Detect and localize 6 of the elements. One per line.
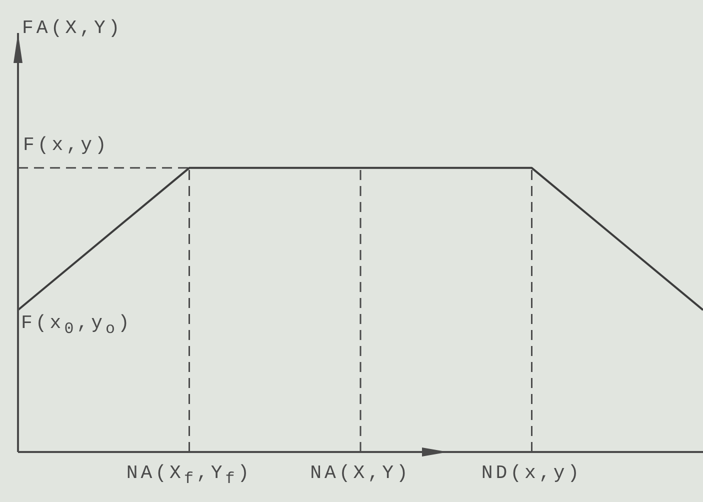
text: FA(X,Y) xyxy=(22,17,123,39)
ref-line-label: F(x,y) xyxy=(23,134,110,156)
x-tick-label: ND(x,y) xyxy=(481,462,582,484)
x-tick-label: NA(X,Y) xyxy=(310,462,411,484)
x-tick-label: NA(X$_{f}$,Y$_{f}$) xyxy=(126,462,252,490)
annotation: F(x$_{0}$,y$_{o}$) xyxy=(21,312,132,340)
